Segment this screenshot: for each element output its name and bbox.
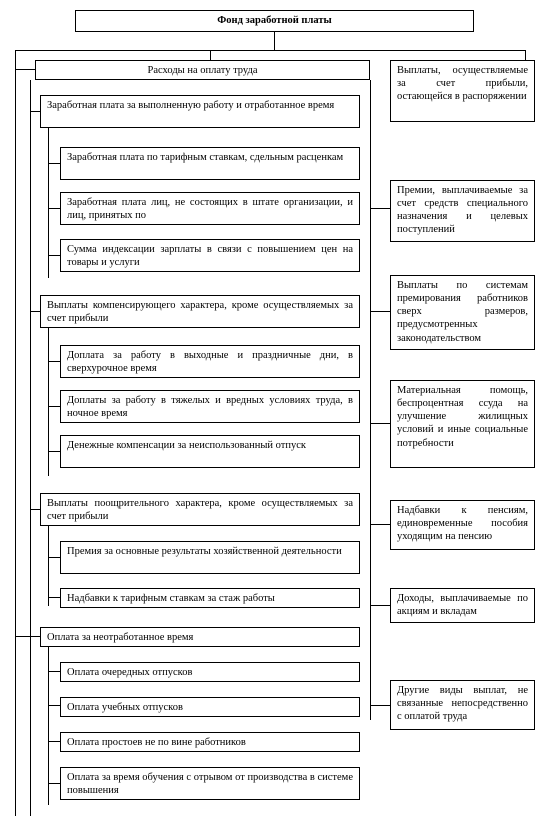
sub-text: Доплаты за работу в тяжелых и вредных ус…: [67, 395, 353, 419]
group-head-text: Выплаты поощрительного характера, кроме …: [47, 498, 353, 522]
sub-item: Оплата простоев не по вине работников: [60, 732, 360, 752]
connector: [48, 451, 60, 452]
right-text: Выплаты, осуществляемые за счет прибыли,…: [397, 65, 528, 102]
right-text: Доходы, выплачиваемые по акциям и вклада…: [397, 593, 528, 617]
connector: [48, 163, 60, 164]
connector: [30, 509, 40, 510]
connector: [48, 597, 60, 598]
sub-text: Заработная плата по тарифным ставкам, сд…: [67, 152, 343, 163]
right-item: Выплаты по системам премирования работни…: [390, 275, 535, 350]
sub-text: Оплата учебных отпусков: [67, 702, 183, 713]
sub-text: Премия за основные результаты хозяйствен…: [67, 546, 342, 557]
right-text: Премии, выплачиваемые за счет средств сп…: [397, 185, 528, 235]
connector: [370, 524, 390, 525]
sub-item: Оплата учебных отпусков: [60, 697, 360, 717]
group-head-text: Выплаты компенсирующего характера, кроме…: [47, 300, 353, 324]
sub-text: Заработная плата лиц, не состоящих в шта…: [67, 197, 353, 221]
sub-text: Оплата очередных отпусков: [67, 667, 192, 678]
sub-text: Оплата за время обучения с отрывом от пр…: [67, 772, 353, 796]
connector: [48, 208, 60, 209]
connector: [15, 50, 525, 51]
right-text: Выплаты по системам премирования работни…: [397, 280, 528, 344]
right-item: Другие виды выплат, не связанные непосре…: [390, 680, 535, 730]
sub-item: Оплата за время обучения с отрывом от пр…: [60, 767, 360, 800]
connector: [48, 255, 60, 256]
right-item: Премии, выплачиваемые за счет средств сп…: [390, 180, 535, 242]
connector: [370, 605, 390, 606]
sub-item: Заработная плата лиц, не состоящих в шта…: [60, 192, 360, 225]
sub-item: Премия за основные результаты хозяйствен…: [60, 541, 360, 574]
connector: [210, 50, 211, 60]
connector: [15, 69, 35, 70]
connector: [48, 406, 60, 407]
sub-item: Доплаты за работу в тяжелых и вредных ус…: [60, 390, 360, 423]
title-text: Фонд заработной платы: [217, 15, 331, 26]
connector: [370, 80, 371, 720]
group-head: Заработная плата за выполненную работу и…: [40, 95, 360, 128]
sub-item: Доплата за работу в выходные и праздничн…: [60, 345, 360, 378]
right-text: Надбавки к пенсиям, единовременные пособ…: [397, 505, 528, 542]
sub-text: Оплата простоев не по вине работников: [67, 737, 246, 748]
connector: [48, 671, 60, 672]
right-item: Выплаты, осуществляемые за счет прибыли,…: [390, 60, 535, 122]
connector: [15, 50, 16, 816]
left-header: Расходы на оплату труда: [35, 60, 370, 80]
connector: [274, 32, 275, 50]
title-box: Фонд заработной платы: [75, 10, 474, 32]
left-header-text: Расходы на оплату труда: [148, 65, 258, 76]
sub-text: Надбавки к тарифным ставкам за стаж рабо…: [67, 593, 275, 604]
right-item: Материальная помощь, беспроцентная ссуда…: [390, 380, 535, 468]
sub-item: Заработная плата по тарифным ставкам, сд…: [60, 147, 360, 180]
connector: [30, 111, 40, 112]
right-text: Другие виды выплат, не связанные непосре…: [397, 685, 528, 722]
sub-text: Денежные компенсации за неиспользованный…: [67, 440, 306, 451]
group-head-text: Заработная плата за выполненную работу и…: [47, 100, 334, 111]
right-text: Материальная помощь, беспроцентная ссуда…: [397, 385, 528, 449]
connector: [15, 636, 40, 637]
sub-text: Доплата за работу в выходные и праздничн…: [67, 350, 353, 374]
group-head: Оплата за неотработанное время: [40, 627, 360, 647]
sub-text: Сумма индексации зарплаты в связи с повы…: [67, 244, 353, 268]
connector: [370, 423, 390, 424]
connector: [30, 311, 40, 312]
group-head-text: Оплата за неотработанное время: [47, 632, 193, 643]
sub-item: Оплата очередных отпусков: [60, 662, 360, 682]
sub-item: Сумма индексации зарплаты в связи с повы…: [60, 239, 360, 272]
connector: [370, 705, 390, 706]
connector: [48, 783, 60, 784]
sub-item: Денежные компенсации за неиспользованный…: [60, 435, 360, 468]
connector: [48, 741, 60, 742]
group-head: Выплаты компенсирующего характера, кроме…: [40, 295, 360, 328]
connector: [48, 328, 49, 476]
connector: [48, 526, 49, 606]
connector: [370, 208, 390, 209]
connector: [30, 80, 31, 816]
sub-item: Надбавки к тарифным ставкам за стаж рабо…: [60, 588, 360, 608]
connector: [48, 361, 60, 362]
connector: [48, 557, 60, 558]
connector: [48, 705, 60, 706]
group-head: Выплаты поощрительного характера, кроме …: [40, 493, 360, 526]
connector: [525, 50, 526, 60]
right-item: Доходы, выплачиваемые по акциям и вклада…: [390, 588, 535, 623]
connector: [370, 311, 390, 312]
right-item: Надбавки к пенсиям, единовременные пособ…: [390, 500, 535, 550]
